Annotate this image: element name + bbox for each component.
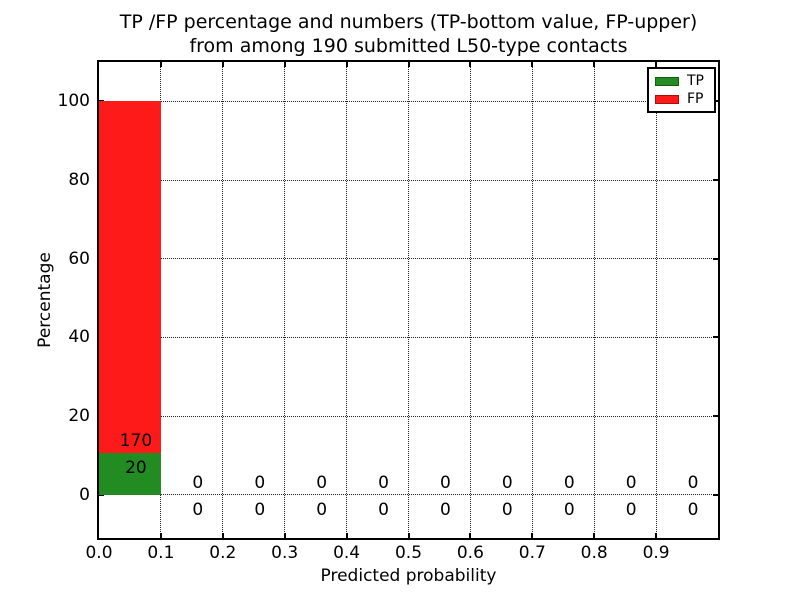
x-tick-top — [469, 62, 472, 67]
tp-count-label: 0 — [440, 499, 451, 520]
legend-label-fp: FP — [687, 91, 704, 107]
x-tick-label: 0.5 — [394, 543, 423, 563]
y-tick-right — [713, 336, 718, 339]
x-axis-label: Predicted probability — [320, 566, 497, 586]
y-axis-label: Percentage — [35, 252, 55, 348]
y-tick-right — [713, 415, 718, 418]
x-tick — [655, 533, 658, 538]
fp-count-label: 0 — [687, 472, 699, 493]
x-tick-label: 0.6 — [456, 543, 484, 563]
fp-count-label: 0 — [440, 472, 451, 493]
v-gridline — [346, 62, 348, 538]
fp-count-label: 0 — [316, 472, 328, 493]
plot-area: 0.0 0.1 0.2 0.3 0.4 0.5 0.6 0.7 0.8 0.9 0 20 40 60 80 1… — [58, 60, 720, 563]
y-tick-label: 60 — [68, 248, 90, 269]
v-gridline — [222, 62, 224, 538]
tp-count-label: 20 — [125, 458, 147, 479]
chart-title-line2: from among 190 submitted L50-type contac… — [189, 35, 628, 57]
x-tick — [593, 533, 596, 538]
y-tick-right — [713, 493, 718, 496]
v-gridline — [160, 62, 162, 538]
y-tick-label: 20 — [68, 406, 90, 427]
fp-bar — [99, 101, 161, 454]
tp-count-label: 0 — [316, 499, 328, 520]
v-gridline — [531, 62, 533, 538]
tp-count-label: 0 — [192, 499, 204, 520]
y-tick-label: 100 — [57, 91, 90, 112]
x-tick-top — [283, 62, 286, 67]
fp-color-swatch — [655, 94, 679, 104]
chart-title-line1: TP /FP percentage and numbers (TP-bottom… — [119, 11, 698, 33]
legend: TP FP — [647, 67, 716, 113]
tp-count-label: 0 — [378, 499, 389, 520]
fp-count-label: 0 — [563, 472, 575, 493]
fp-count-label: 0 — [254, 472, 266, 493]
x-tick-label: 0.7 — [518, 543, 546, 563]
tp-count-label: 0 — [625, 499, 637, 520]
x-tick-label: 0.1 — [147, 543, 175, 563]
y-tick — [99, 493, 104, 496]
tp-count-label: 0 — [501, 499, 513, 520]
x-tick-top — [593, 62, 596, 67]
x-tick-top — [345, 62, 348, 67]
tp-count-label: 0 — [254, 499, 266, 520]
fp-count-label: 0 — [625, 472, 637, 493]
y-tick-label: 0 — [79, 484, 90, 505]
v-gridline — [655, 62, 657, 538]
tp-count-label: 0 — [687, 499, 699, 520]
x-tick-top — [407, 62, 410, 67]
tp-bar — [99, 453, 161, 495]
x-tick — [345, 533, 348, 538]
legend-label-tp: TP — [687, 73, 704, 89]
x-tick — [469, 533, 472, 538]
x-tick-label: 0.9 — [642, 543, 670, 563]
y-tick-label: 40 — [68, 327, 90, 348]
x-tick-top — [159, 62, 162, 67]
x-tick-label: 0.3 — [271, 543, 299, 563]
plot-canvas: 0.0 0.1 0.2 0.3 0.4 0.5 0.6 0.7 0.8 0.9 0 20 40 60 80 1… — [58, 62, 718, 563]
v-gridline — [593, 62, 595, 538]
x-tick — [221, 533, 224, 538]
y-tick-right — [713, 179, 718, 182]
x-tick-top — [655, 62, 658, 67]
fp-count-label: 0 — [378, 472, 389, 493]
x-tick — [159, 533, 162, 538]
x-tick-label: 0.0 — [85, 543, 113, 563]
y-tick-right — [713, 257, 718, 260]
x-tick-top — [531, 62, 534, 67]
tp-color-swatch — [655, 76, 679, 86]
v-gridline — [469, 62, 471, 538]
y-tick-label: 80 — [68, 170, 90, 191]
fp-count-label: 0 — [192, 472, 204, 493]
fp-count-label: 0 — [501, 472, 513, 493]
x-tick — [407, 533, 410, 538]
x-tick-label: 0.2 — [209, 543, 237, 563]
x-tick — [283, 533, 286, 538]
tp-count-label: 0 — [563, 499, 575, 520]
fp-count-label: 170 — [119, 431, 153, 452]
legend-entry-fp: FP — [655, 92, 708, 106]
chart-title: TP /FP percentage and numbers (TP-bottom… — [97, 10, 720, 58]
x-tick — [531, 533, 534, 538]
x-tick-label: 0.8 — [580, 543, 608, 563]
v-gridline — [284, 62, 286, 538]
v-gridline — [408, 62, 409, 538]
legend-entry-tp: TP — [655, 74, 708, 88]
x-tick-label: 0.4 — [333, 543, 361, 563]
x-tick-top — [221, 62, 224, 67]
